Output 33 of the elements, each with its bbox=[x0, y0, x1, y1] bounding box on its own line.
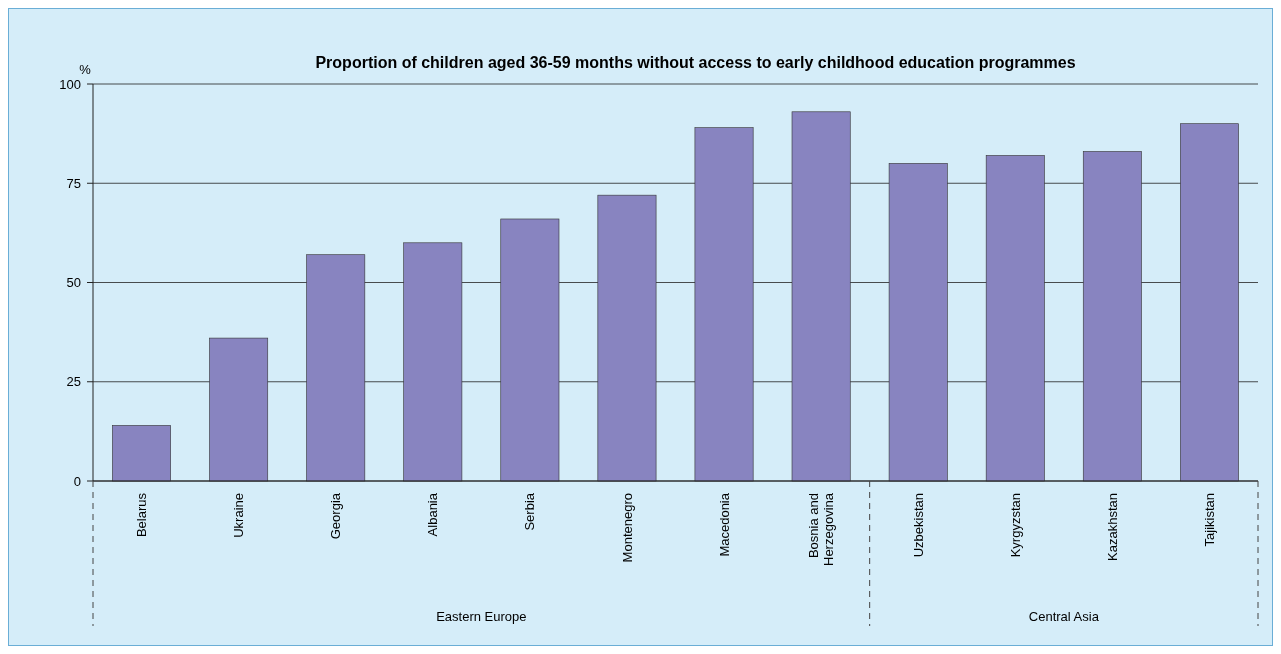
bar bbox=[112, 425, 171, 482]
y-tick-label: 75 bbox=[66, 175, 81, 191]
x-tick-label: Serbia bbox=[522, 492, 538, 531]
bar bbox=[306, 254, 366, 482]
x-tick-label: Uzbekistan bbox=[910, 493, 926, 558]
y-tick-label: 100 bbox=[59, 76, 81, 92]
chart-title: Proportion of children aged 36-59 months without access to early childhood education programmes bbox=[315, 54, 1076, 71]
x-tick-label: Tajikistan bbox=[1202, 493, 1218, 547]
bar bbox=[791, 111, 851, 482]
x-tick-label: Belarus bbox=[134, 492, 150, 538]
text: Eastern Europe bbox=[436, 609, 527, 624]
x-tick-label: Bosnia and Herzegovina bbox=[805, 492, 837, 566]
y-axis-title: % bbox=[79, 62, 92, 77]
bar bbox=[209, 337, 269, 482]
x-tick-label: Georgia bbox=[328, 492, 344, 540]
x-tick-label: Montenegro bbox=[619, 493, 635, 563]
y-tick-label: 0 bbox=[73, 473, 81, 489]
bar bbox=[1082, 151, 1142, 482]
bar bbox=[403, 242, 463, 482]
x-tick-label: Kazakhstan bbox=[1104, 493, 1120, 561]
y-tick-label: 25 bbox=[66, 374, 81, 390]
text: Central Asia bbox=[1028, 609, 1100, 624]
bar bbox=[985, 155, 1045, 482]
x-tick-label: Ukraine bbox=[231, 493, 247, 538]
y-tick-label: 50 bbox=[66, 275, 81, 291]
x-tick-label: Macedonia bbox=[716, 492, 732, 557]
x-tick-label: Albania bbox=[425, 492, 441, 537]
bar bbox=[694, 127, 754, 482]
x-tick-label: Kyrgyzstan bbox=[1007, 493, 1023, 558]
bar bbox=[1180, 123, 1239, 482]
bar bbox=[597, 194, 657, 482]
bar bbox=[888, 163, 948, 482]
bar bbox=[500, 218, 560, 482]
